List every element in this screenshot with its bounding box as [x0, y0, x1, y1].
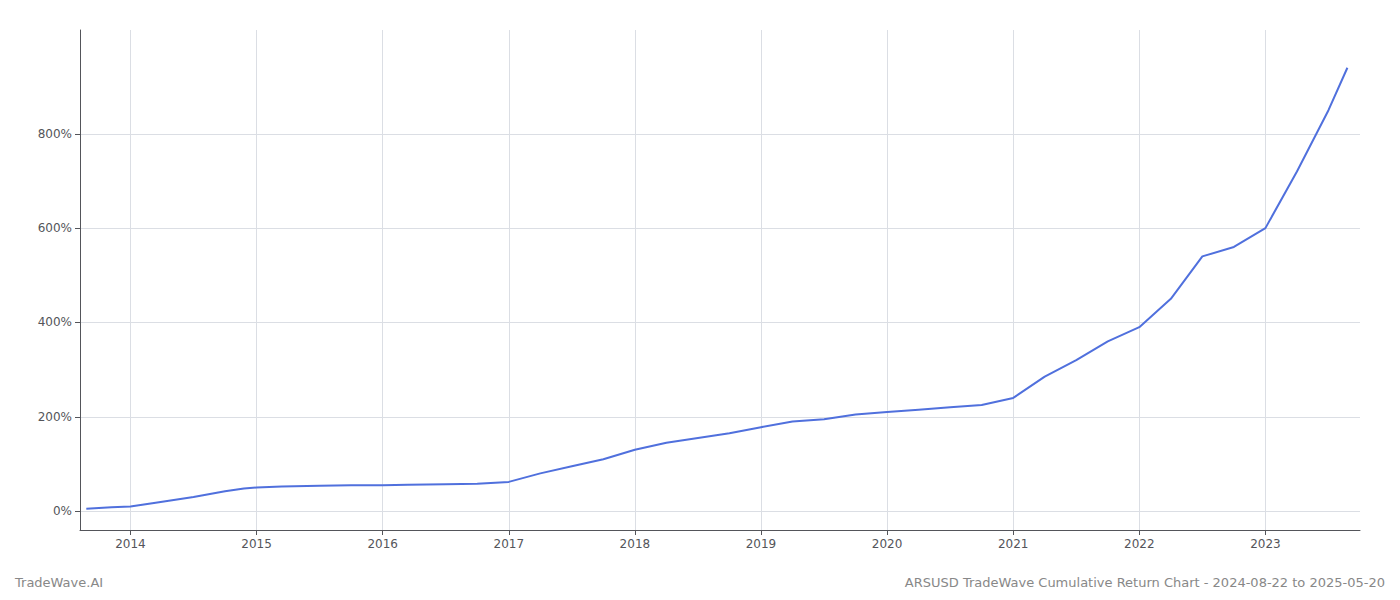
- svg-text:2021: 2021: [998, 537, 1029, 551]
- svg-text:2017: 2017: [493, 537, 524, 551]
- svg-text:2022: 2022: [1124, 537, 1155, 551]
- svg-text:TradeWave.AI: TradeWave.AI: [14, 575, 103, 590]
- svg-text:2015: 2015: [241, 537, 272, 551]
- svg-text:2014: 2014: [115, 537, 146, 551]
- svg-text:400%: 400%: [38, 315, 72, 329]
- svg-text:0%: 0%: [53, 504, 72, 518]
- svg-text:600%: 600%: [38, 221, 72, 235]
- svg-text:2020: 2020: [872, 537, 903, 551]
- svg-text:200%: 200%: [38, 410, 72, 424]
- svg-text:2016: 2016: [367, 537, 398, 551]
- svg-text:ARSUSD TradeWave Cumulative Re: ARSUSD TradeWave Cumulative Return Chart…: [905, 575, 1385, 590]
- svg-text:800%: 800%: [38, 127, 72, 141]
- svg-text:2023: 2023: [1250, 537, 1281, 551]
- svg-text:2018: 2018: [620, 537, 651, 551]
- svg-text:2019: 2019: [746, 537, 777, 551]
